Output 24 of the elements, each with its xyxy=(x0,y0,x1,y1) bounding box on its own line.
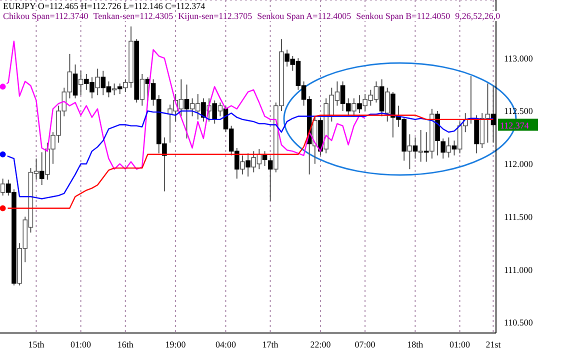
y-tick-label: 113.000 xyxy=(504,53,534,64)
x-tick-label: 18th xyxy=(407,339,424,349)
annotation: Chikou Span=112.3740 xyxy=(3,11,88,21)
y-tick-label: 110.500 xyxy=(504,318,534,328)
x-tick-label: 22:00 xyxy=(310,339,332,349)
x-tick-label: 15th xyxy=(28,339,45,349)
x-tick-label: 07:00 xyxy=(354,339,376,349)
y-tick-label: 111.500 xyxy=(504,212,534,222)
annotation: 9,26,52,26,0 xyxy=(455,11,500,21)
annotation: Kijun-sen=112.3705 xyxy=(178,11,252,21)
x-tick-label: 01:00 xyxy=(70,339,92,349)
annotation: Tenkan-sen=112.4305 xyxy=(93,11,174,21)
x-tick-label: 16th xyxy=(117,339,134,349)
y-tick-label: 112.000 xyxy=(504,159,534,170)
x-tick-label: 19:00 xyxy=(165,339,186,349)
annotation: Senkou Span B=112.4050 xyxy=(356,11,450,21)
x-tick-label: 04:00 xyxy=(215,339,236,349)
chart-title: EURJPY O=112.465 H=112.726 L=112.146 C=112.374 xyxy=(3,1,206,11)
y-tick-label: 111.000 xyxy=(504,264,534,275)
text: 112.374 xyxy=(500,120,530,131)
x-tick-label: 17th xyxy=(262,339,279,349)
annotation: Senkou Span A=112.4005 xyxy=(257,11,352,21)
x-tick-label: 01:00 xyxy=(450,339,471,349)
x-tick-label: 21st xyxy=(486,339,502,349)
